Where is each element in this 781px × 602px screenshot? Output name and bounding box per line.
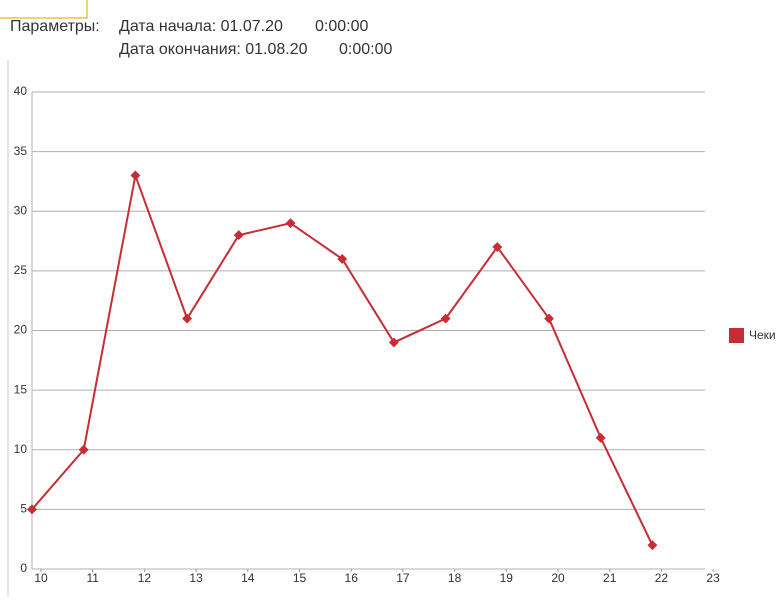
point <box>492 242 503 252</box>
series-line <box>31 171 654 546</box>
y-tick-label: 20 <box>14 323 28 337</box>
params-label: Параметры: <box>10 18 100 35</box>
y-tick-label: 35 <box>14 144 28 158</box>
end-time: 0:00:00 <box>339 41 392 58</box>
x-tick-label: 19 <box>500 571 514 585</box>
x-tick-label: 11 <box>86 571 99 585</box>
point <box>440 313 451 324</box>
point <box>337 254 348 264</box>
x-tick-label: 14 <box>241 571 255 585</box>
start-time: 0:00:00 <box>315 18 368 35</box>
point <box>233 230 244 241</box>
x-tick-label: 17 <box>396 571 410 585</box>
x-tick-label: 21 <box>603 571 617 585</box>
point <box>595 432 606 443</box>
point <box>130 170 141 181</box>
x-tick-label: 12 <box>138 571 152 585</box>
y-tick-label: 15 <box>14 382 28 396</box>
y-tick-label: 5 <box>20 502 27 516</box>
legend-swatch <box>729 328 744 343</box>
point <box>182 313 193 324</box>
start-date: Дата начала: 01.07.20 <box>119 18 283 35</box>
tab-box[interactable] <box>0 0 88 19</box>
y-tick-label: 10 <box>14 442 28 456</box>
x-tick-label: 22 <box>655 571 669 585</box>
x-tick-label: 20 <box>551 571 565 585</box>
point <box>285 218 296 229</box>
y-tick-label: 0 <box>20 561 27 575</box>
y-tick-label: 40 <box>14 84 28 98</box>
point <box>388 337 399 348</box>
x-tick-label: 16 <box>345 571 359 585</box>
point <box>544 313 554 324</box>
x-tick-label: 13 <box>189 571 203 585</box>
legend-label: Чеки <box>749 328 776 342</box>
x-tick-label: 23 <box>706 571 720 585</box>
y-tick-label: 30 <box>14 203 28 217</box>
x-tick-label: 18 <box>448 571 462 585</box>
point <box>647 540 658 551</box>
x-tick-label: 15 <box>293 571 307 585</box>
y-tick-label: 25 <box>14 263 28 277</box>
end-date: Дата окончания: 01.08.20 <box>119 41 308 58</box>
x-tick-label: 10 <box>34 571 48 585</box>
